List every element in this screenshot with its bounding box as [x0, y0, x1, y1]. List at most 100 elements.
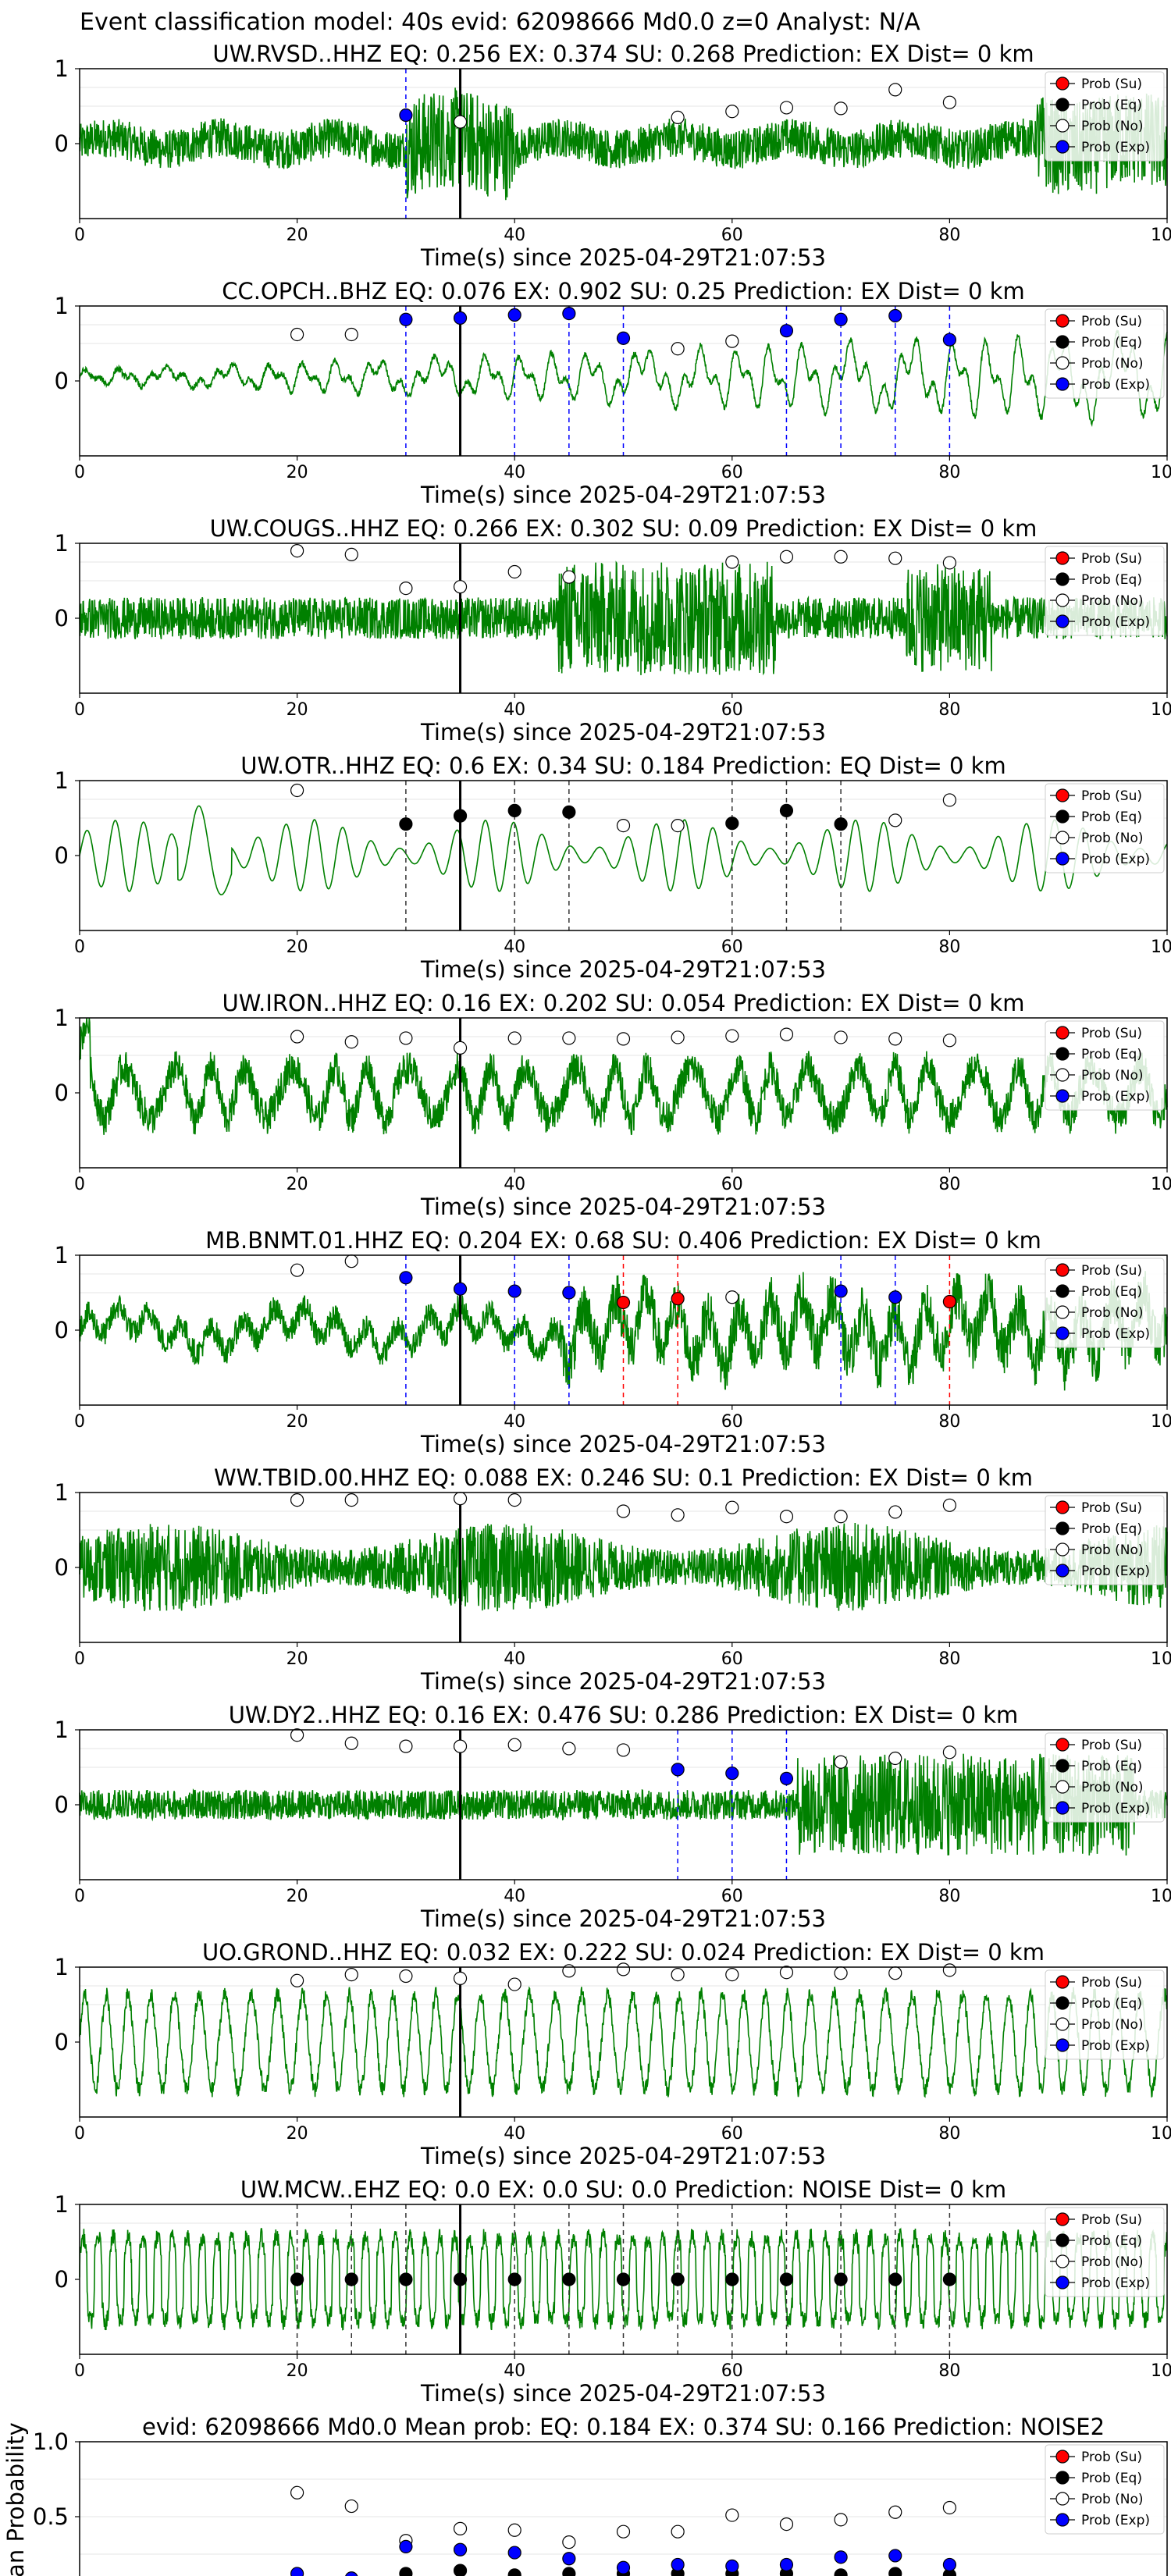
x-tick-label: 0	[74, 463, 85, 482]
y-tick-label: 0	[55, 2266, 69, 2293]
legend-box	[1045, 308, 1165, 399]
station-panel: UW.COUGS..HHZ EQ: 0.266 EX: 0.302 SU: 0.…	[55, 515, 1171, 745]
x-tick-label: 0	[74, 1175, 85, 1194]
legend-label-no: Prob (No)	[1081, 831, 1144, 846]
station-panel: UW.IRON..HHZ EQ: 0.16 EX: 0.202 SU: 0.05…	[55, 990, 1171, 1220]
legend-label-su: Prob (Su)	[1081, 551, 1142, 567]
x-tick-label: 20	[287, 2124, 308, 2144]
prob-marker-eq	[290, 2272, 304, 2286]
prob-marker-no	[671, 818, 685, 833]
x-tick-label: 20	[287, 226, 308, 245]
mean-prob-marker-exp	[888, 2549, 902, 2563]
prob-marker-eq	[453, 2272, 468, 2286]
y-tick-label: 1	[55, 2191, 69, 2218]
x-tick-label: 40	[504, 463, 525, 482]
legend-box	[1045, 1020, 1165, 1111]
waveform-trace	[79, 1522, 1168, 1612]
panel-title: MB.BNMT.01.HHZ EQ: 0.204 EX: 0.68 SU: 0.…	[205, 1227, 1041, 1254]
mean-prob-marker-no	[290, 2485, 304, 2500]
prob-marker-su	[671, 1292, 685, 1306]
prob-marker-no	[888, 813, 902, 827]
prob-marker-no	[616, 1743, 631, 1757]
prob-marker-no	[671, 342, 685, 356]
x-tick-label: 100	[1151, 1649, 1171, 1669]
legend-marker-su	[1055, 1263, 1070, 1277]
legend-marker-exp	[1055, 1326, 1070, 1340]
mean-prob-marker-no	[834, 2513, 848, 2527]
prob-marker-no	[290, 1263, 304, 1277]
mean-prob-marker-eq	[507, 2568, 521, 2576]
prob-marker-no	[834, 101, 848, 116]
prob-marker-no	[344, 327, 358, 342]
mean-prob-marker-no	[562, 2535, 576, 2549]
legend-label-su: Prob (Su)	[1081, 1026, 1142, 1041]
mean-prob-marker-eq	[562, 2567, 576, 2576]
y-tick-label: 1	[55, 530, 69, 557]
legend-box	[1045, 783, 1165, 873]
prob-marker-no	[942, 95, 957, 109]
panel-title: UO.GROND..HHZ EQ: 0.032 EX: 0.222 SU: 0.…	[202, 1939, 1045, 1966]
prob-marker-exp	[725, 1767, 739, 1781]
legend-marker-eq	[1055, 98, 1070, 112]
x-tick-label: 80	[938, 938, 960, 957]
prob-marker-no	[344, 1035, 358, 1049]
prob-marker-no	[399, 1739, 413, 1753]
legend-label-no: Prob (No)	[1081, 1305, 1144, 1321]
y-tick-label: 1	[55, 1479, 69, 1506]
prob-marker-no	[616, 1032, 631, 1046]
prob-marker-no	[344, 1736, 358, 1750]
waveform-trace	[79, 1986, 1168, 2098]
mean-prob-marker-exp	[942, 2557, 957, 2572]
legend-box	[1045, 1732, 1165, 1823]
prob-marker-eq	[779, 803, 794, 818]
x-tick-label: 100	[1151, 1412, 1171, 1432]
legend-marker-no	[1055, 2254, 1070, 2268]
mean-prob-marker-exp	[834, 2550, 848, 2564]
legend-marker-su	[1055, 788, 1070, 802]
prob-marker-no	[888, 551, 902, 565]
legend-label-su: Prob (Su)	[1081, 2212, 1142, 2228]
station-panel: MB.BNMT.01.HHZ EQ: 0.204 EX: 0.68 SU: 0.…	[55, 1227, 1171, 1457]
legend-label-exp: Prob (Exp)	[1081, 1326, 1150, 1342]
prob-marker-no	[290, 1728, 304, 1742]
legend-marker-eq	[1055, 335, 1070, 349]
x-tick-label: 80	[938, 2124, 960, 2144]
legend-label-no: Prob (No)	[1081, 356, 1144, 372]
legend-label-su: Prob (Su)	[1081, 76, 1142, 92]
prob-marker-no	[344, 1968, 358, 1982]
prob-marker-eq	[562, 805, 576, 819]
prob-marker-exp	[942, 333, 957, 347]
x-tick-label: 20	[287, 1412, 308, 1432]
prob-marker-no	[942, 1745, 957, 1759]
prob-marker-no	[290, 327, 304, 342]
x-axis-label: Time(s) since 2025-04-29T21:07:53	[420, 244, 826, 271]
station-panel: UW.DY2..HHZ EQ: 0.16 EX: 0.476 SU: 0.286…	[55, 1702, 1171, 1932]
legend-label-eq: Prob (Eq)	[1081, 1996, 1142, 2012]
station-panel: UW.RVSD..HHZ EQ: 0.256 EX: 0.374 SU: 0.2…	[55, 41, 1171, 271]
legend-label-no: Prob (No)	[1081, 2254, 1144, 2270]
legend-box	[1045, 71, 1165, 162]
legend-marker-eq	[1055, 1047, 1070, 1061]
mean-prob-marker-exp	[507, 2546, 521, 2560]
legend-marker-exp	[1055, 2513, 1070, 2527]
prob-marker-no	[616, 1504, 631, 1518]
legend-marker-su	[1055, 76, 1070, 91]
prob-marker-eq	[942, 2272, 957, 2286]
x-tick-label: 80	[938, 1887, 960, 1906]
legend-marker-eq	[1055, 572, 1070, 586]
x-tick-label: 60	[721, 1887, 743, 1906]
legend-marker-su	[1055, 2450, 1070, 2464]
legend-box	[1045, 1495, 1165, 1585]
panel-title: UW.COUGS..HHZ EQ: 0.266 EX: 0.302 SU: 0.…	[210, 515, 1038, 542]
prob-marker-exp	[562, 1286, 576, 1300]
legend-label-eq: Prob (Eq)	[1081, 2233, 1142, 2249]
legend-label-exp: Prob (Exp)	[1081, 852, 1150, 867]
mean-prob-marker-eq	[453, 2564, 468, 2576]
legend-marker-eq	[1055, 2471, 1070, 2485]
x-tick-label: 80	[938, 463, 960, 482]
y-tick-label: 0	[55, 368, 69, 394]
legend-marker-eq	[1055, 809, 1070, 824]
x-tick-label: 80	[938, 1175, 960, 1194]
legend-label-exp: Prob (Exp)	[1081, 2513, 1150, 2528]
